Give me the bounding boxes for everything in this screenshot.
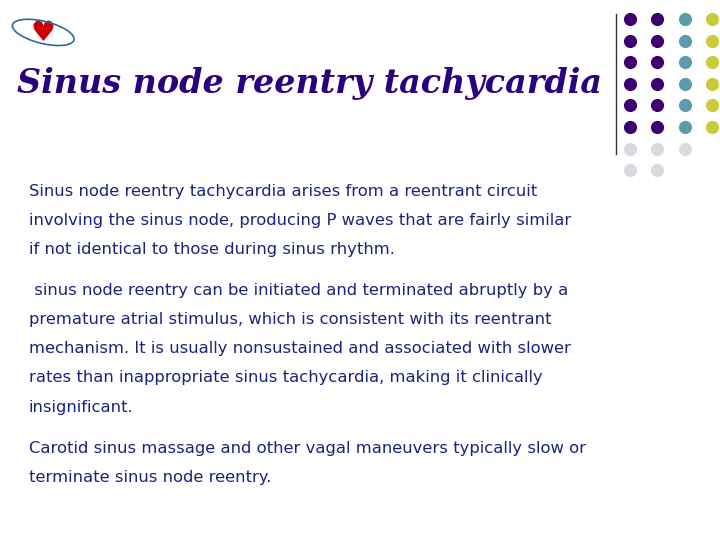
Point [652, 123, 663, 131]
Point [706, 101, 718, 110]
Text: rates than inappropriate sinus tachycardia, making it clinically: rates than inappropriate sinus tachycard… [29, 370, 543, 386]
Point [706, 15, 718, 23]
Point [652, 15, 663, 23]
Text: involving the sinus node, producing P waves that are fairly similar: involving the sinus node, producing P wa… [29, 213, 571, 228]
Point [652, 101, 663, 110]
Point [679, 58, 690, 66]
Point [706, 79, 718, 88]
Point [624, 79, 636, 88]
Text: Sinus node reentry tachycardia: Sinus node reentry tachycardia [17, 68, 602, 100]
Point [652, 79, 663, 88]
Point [652, 36, 663, 45]
Point [679, 36, 690, 45]
Point [652, 166, 663, 174]
Text: mechanism. It is usually nonsustained and associated with slower: mechanism. It is usually nonsustained an… [29, 341, 571, 356]
Point [706, 123, 718, 131]
Point [652, 144, 663, 153]
Text: premature atrial stimulus, which is consistent with its reentrant: premature atrial stimulus, which is cons… [29, 312, 552, 327]
Text: if not identical to those during sinus rhythm.: if not identical to those during sinus r… [29, 242, 395, 257]
Point [624, 123, 636, 131]
Point [679, 101, 690, 110]
Point [679, 15, 690, 23]
Text: terminate sinus node reentry.: terminate sinus node reentry. [29, 470, 271, 485]
Text: ♥: ♥ [31, 19, 55, 47]
Point [706, 36, 718, 45]
Point [652, 58, 663, 66]
Point [706, 58, 718, 66]
Point [624, 36, 636, 45]
Point [679, 144, 690, 153]
Text: insignificant.: insignificant. [29, 400, 133, 415]
Point [679, 123, 690, 131]
Point [624, 101, 636, 110]
Text: Sinus node reentry tachycardia arises from a reentrant circuit: Sinus node reentry tachycardia arises fr… [29, 184, 537, 199]
Point [679, 79, 690, 88]
Point [624, 15, 636, 23]
Point [624, 144, 636, 153]
Text: Carotid sinus massage and other vagal maneuvers typically slow or: Carotid sinus massage and other vagal ma… [29, 441, 586, 456]
Point [624, 58, 636, 66]
Point [624, 166, 636, 174]
Text: sinus node reentry can be initiated and terminated abruptly by a: sinus node reentry can be initiated and … [29, 283, 568, 298]
